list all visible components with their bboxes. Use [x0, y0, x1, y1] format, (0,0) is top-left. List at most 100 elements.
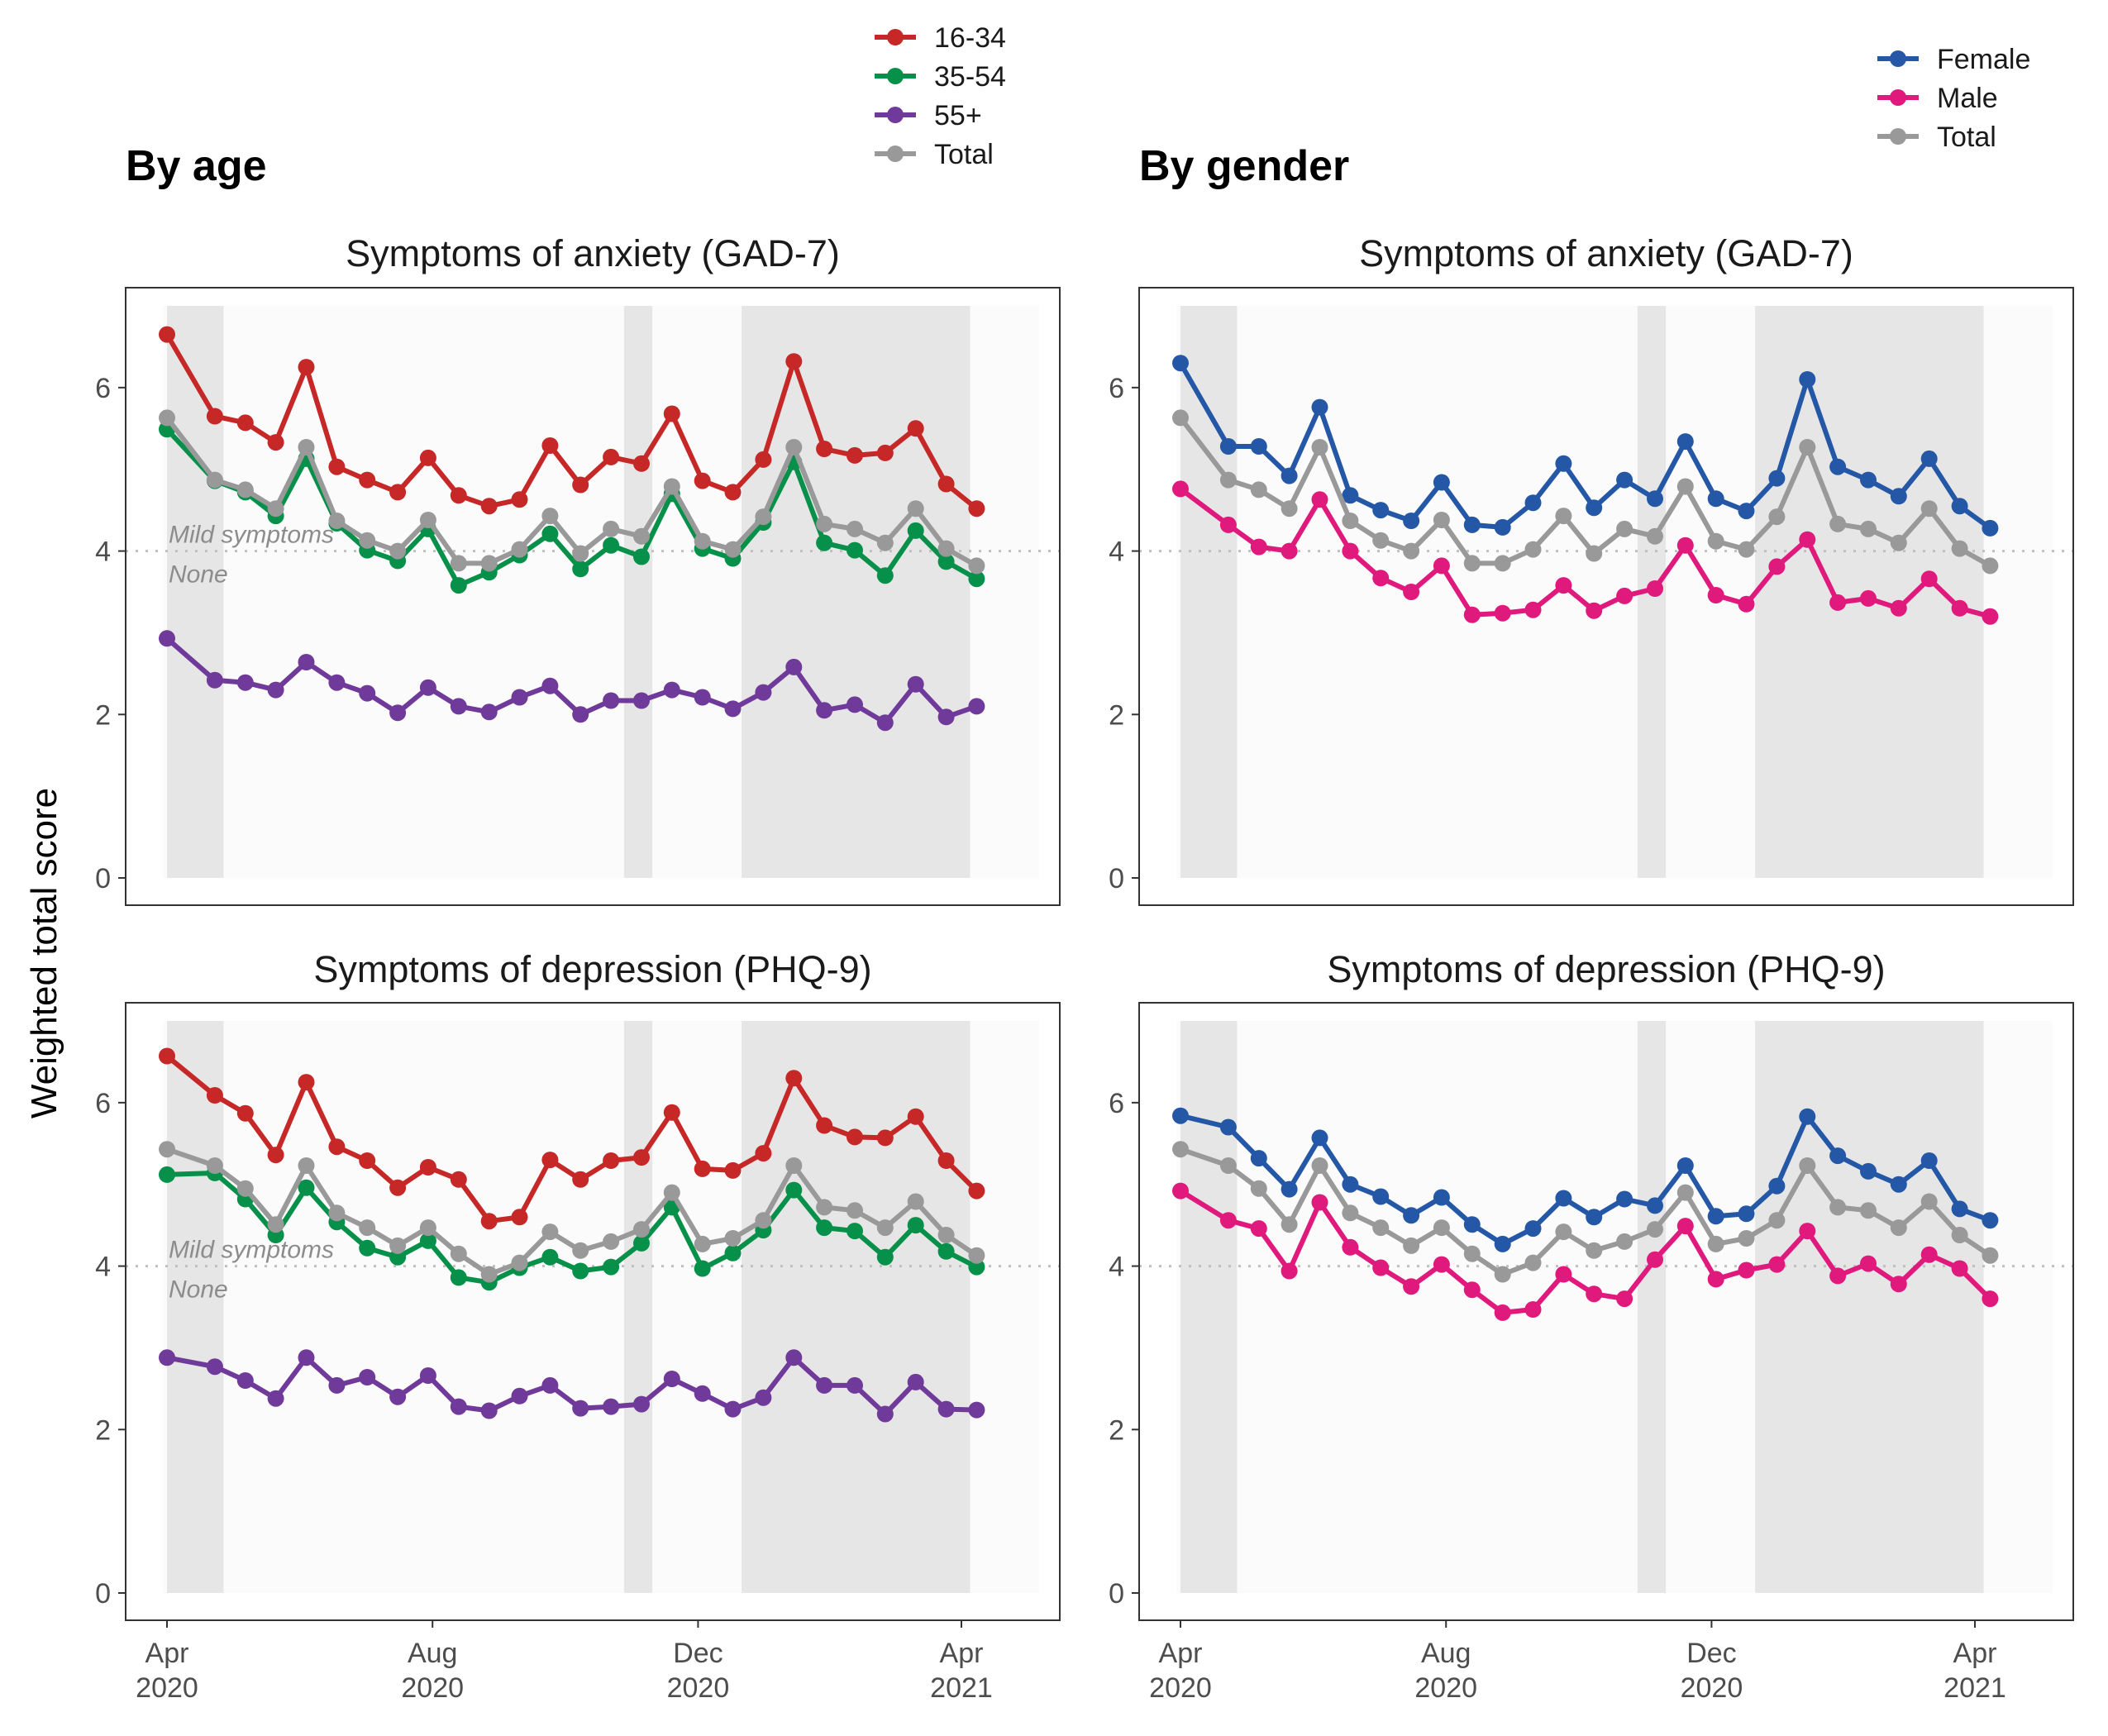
data-point — [572, 706, 589, 723]
data-point — [572, 545, 589, 562]
data-point — [937, 1400, 955, 1418]
data-point — [511, 1387, 528, 1405]
data-point — [876, 534, 894, 551]
shaded-period — [1637, 1021, 1667, 1593]
data-point — [1403, 1278, 1420, 1295]
y-tick-label: 6 — [1109, 1088, 1124, 1119]
data-point — [633, 455, 650, 472]
data-point — [359, 532, 376, 549]
data-point — [1219, 1157, 1237, 1174]
data-point — [1372, 1259, 1390, 1276]
data-point — [907, 1108, 924, 1125]
data-point — [816, 534, 833, 551]
data-point — [1982, 608, 1999, 625]
data-point — [511, 491, 528, 508]
panel-border — [125, 1002, 1061, 1621]
threshold-label-above: Mild symptoms — [169, 522, 334, 549]
shaded-period — [1180, 306, 1238, 878]
data-point — [1890, 534, 1907, 551]
data-point — [603, 1258, 620, 1276]
data-point — [1829, 1199, 1847, 1216]
legend-key-marker — [887, 145, 904, 162]
data-point — [206, 671, 223, 689]
data-point — [724, 1161, 742, 1179]
panel-border — [125, 287, 1061, 906]
data-point — [541, 1152, 559, 1169]
data-point — [755, 1212, 772, 1229]
data-point — [633, 548, 650, 565]
data-point — [450, 698, 467, 715]
data-point — [937, 708, 955, 726]
data-point — [1707, 1208, 1724, 1225]
data-point — [572, 476, 589, 494]
data-point — [816, 1219, 833, 1237]
data-point — [1616, 1190, 1633, 1208]
data-point — [1951, 599, 1968, 617]
data-point — [1982, 1247, 1999, 1264]
data-point — [1707, 1271, 1724, 1288]
data-point — [876, 714, 894, 732]
data-point — [937, 475, 955, 493]
data-point — [298, 1179, 315, 1196]
data-point — [1586, 1242, 1603, 1259]
x-tick-label-month: Aug — [1421, 1638, 1471, 1669]
legend-key-marker — [887, 29, 904, 45]
data-point — [1463, 1216, 1481, 1233]
data-point — [755, 684, 772, 701]
data-point — [1463, 516, 1481, 533]
data-point — [1829, 1267, 1847, 1285]
data-point — [847, 541, 863, 559]
data-point — [1494, 1235, 1511, 1252]
data-point — [1555, 1223, 1572, 1241]
data-point — [419, 1159, 436, 1176]
data-point — [937, 1152, 955, 1169]
data-point — [968, 1401, 985, 1419]
data-point — [267, 1390, 284, 1407]
data-point — [572, 1171, 589, 1188]
data-point — [389, 484, 407, 501]
x-tick-label-year: 2021 — [1943, 1672, 2006, 1704]
threshold-label-above: Mild symptoms — [169, 1237, 334, 1264]
data-point — [1372, 1188, 1390, 1205]
data-point — [1799, 439, 1816, 455]
data-point — [328, 458, 346, 475]
data-point — [511, 1254, 528, 1271]
data-point — [359, 471, 376, 489]
data-point — [968, 698, 985, 715]
data-point — [968, 1182, 985, 1199]
data-point — [937, 553, 955, 570]
panel-title: Symptoms of depression (PHQ-9) — [313, 948, 871, 990]
data-point — [633, 1149, 650, 1166]
data-point — [541, 677, 559, 694]
data-point — [663, 1184, 680, 1201]
data-point — [907, 1373, 924, 1390]
data-point — [572, 1400, 589, 1417]
data-point — [419, 679, 436, 696]
data-point — [1311, 1129, 1328, 1147]
data-point — [1433, 1256, 1450, 1273]
data-point — [480, 1213, 498, 1230]
data-point — [450, 577, 467, 594]
y-tick-label: 0 — [1109, 1578, 1124, 1610]
data-point — [541, 1223, 559, 1241]
data-point — [298, 439, 315, 455]
data-point — [907, 522, 924, 539]
data-point — [1281, 542, 1298, 560]
legend-key-marker — [887, 107, 904, 123]
data-point — [633, 527, 650, 545]
data-point — [968, 1258, 985, 1276]
data-point — [1494, 518, 1511, 536]
data-point — [236, 414, 254, 432]
y-tick-label: 0 — [1109, 863, 1124, 894]
data-point — [1555, 455, 1572, 472]
data-point — [389, 704, 407, 722]
data-point — [1311, 398, 1328, 416]
data-point — [1172, 1182, 1189, 1199]
legend-label: Total — [934, 139, 994, 170]
data-point — [236, 1104, 254, 1122]
data-point — [1799, 1157, 1816, 1174]
group-title: By age — [126, 142, 267, 190]
data-point — [419, 1367, 436, 1384]
data-point — [1982, 1290, 1999, 1308]
